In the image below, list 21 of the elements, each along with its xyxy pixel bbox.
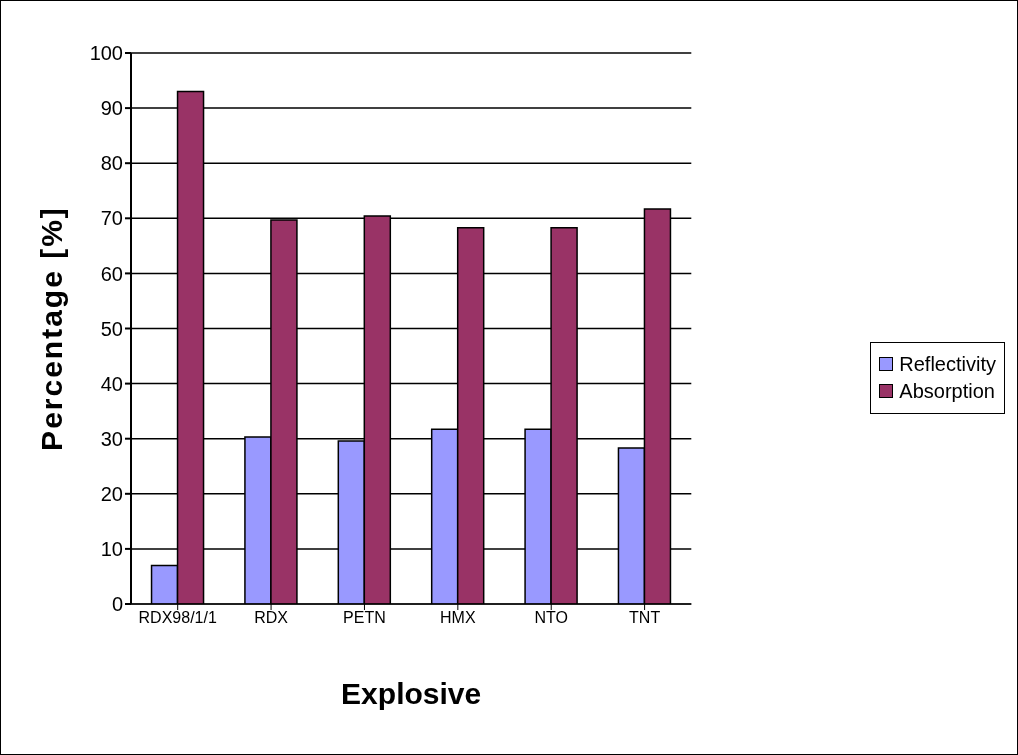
legend-label: Reflectivity [899, 352, 996, 376]
y-tick-label: 50 [100, 317, 123, 340]
y-tick-label: 70 [100, 207, 123, 230]
y-tick-label: 90 [100, 97, 123, 120]
x-tick-label: RDX98/1/1 [138, 609, 217, 627]
y-tick-label: 60 [100, 262, 123, 285]
y-tick-label: 100 [89, 42, 123, 65]
y-tick-label: 40 [100, 372, 123, 395]
y-tick-label: 20 [100, 482, 123, 505]
x-tick-label: HMX [440, 609, 476, 627]
x-tick-label: NTO [534, 609, 568, 627]
y-tick-label: 30 [100, 427, 123, 450]
y-tick-label: 0 [111, 593, 123, 616]
y-tick-label: 10 [100, 538, 123, 560]
x-tick-label: PETN [343, 609, 386, 627]
x-tick-label: TNT [629, 609, 661, 627]
x-tick-label: RDX [254, 609, 289, 627]
y-axis-title: Percentage [%] [34, 206, 68, 451]
y-tick-label: 80 [100, 152, 123, 175]
x-axis-title: Explosive [341, 677, 482, 710]
legend-label: Absorption [899, 379, 995, 403]
